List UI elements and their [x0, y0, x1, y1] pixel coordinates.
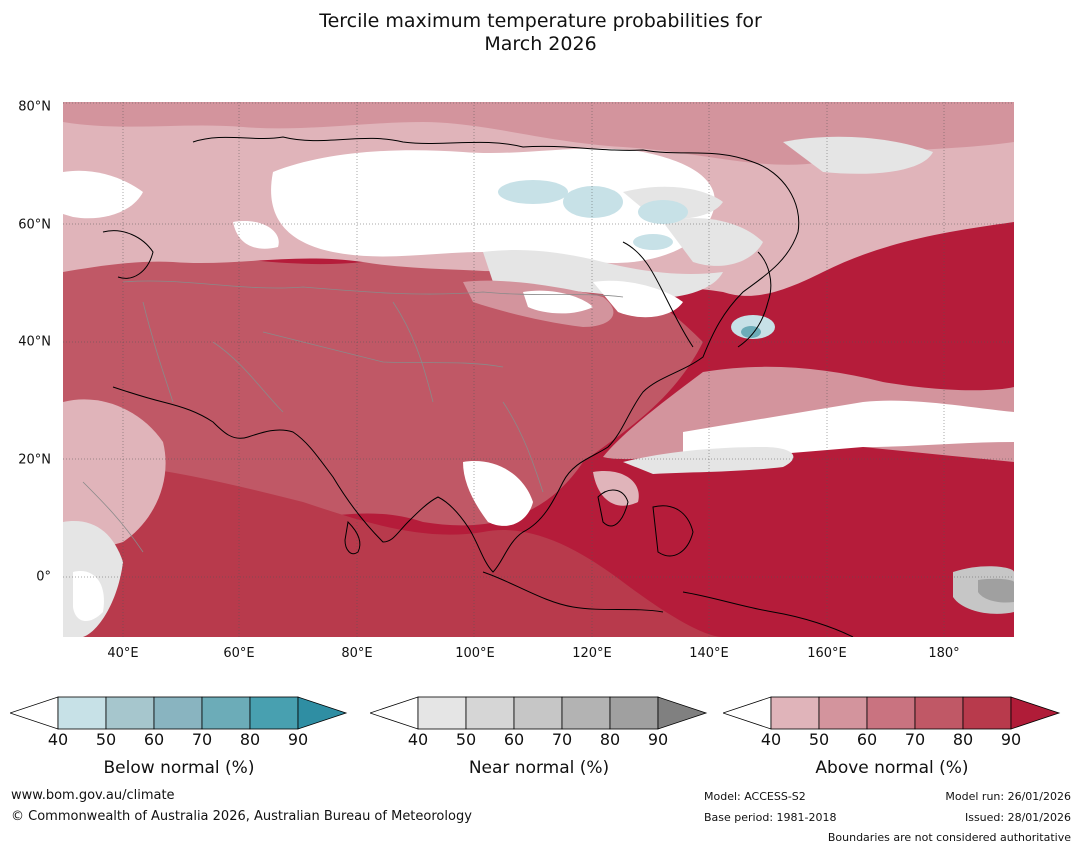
above-tick-80: 80: [952, 730, 974, 749]
copyright-text: © Commonwealth of Australia 2026, Austra…: [11, 809, 472, 824]
colorbar-swatch: [249, 696, 299, 730]
lon-label-60e: 60°E: [223, 646, 255, 661]
colorbar-swatch: [962, 696, 1012, 730]
base-period-text: Base period: 1981-2018: [704, 811, 837, 824]
colorbar-swatch: [57, 696, 107, 730]
colorbar-swatch: [465, 696, 515, 730]
near-tick-80: 80: [599, 730, 621, 749]
near-tick-90: 90: [647, 730, 669, 749]
colorbar-swatch: [561, 696, 611, 730]
below-tick-60: 60: [143, 730, 165, 749]
near-tick-40: 40: [407, 730, 429, 749]
colorbar-swatch: [657, 696, 708, 730]
below-tick-40: 40: [47, 730, 69, 749]
lat-label-60n: 60°N: [18, 217, 51, 233]
colorbar-swatch: [201, 696, 251, 730]
title-line-1: Tercile maximum temperature probabilitie…: [319, 10, 762, 32]
near-normal-title: Near normal (%): [468, 758, 610, 778]
lon-label-120e: 120°E: [572, 646, 612, 661]
disclaimer-text: Boundaries are not considered authoritat…: [827, 831, 1071, 844]
model-text: Model: ACCESS-S2: [704, 790, 806, 803]
near-tick-60: 60: [503, 730, 525, 749]
lon-label-40e: 40°E: [107, 646, 139, 661]
colorbar-above-swatches: [723, 696, 1061, 730]
below-normal-title: Below normal (%): [103, 758, 255, 778]
colorbar-swatch: [770, 696, 820, 730]
lon-label-180: 180°: [928, 646, 960, 661]
map-canvas: [63, 102, 1014, 637]
above-tick-50: 50: [808, 730, 830, 749]
issued-text: Issued: 28/01/2026: [964, 811, 1071, 824]
colorbar-swatch: [297, 696, 348, 730]
below-tick-90: 90: [287, 730, 309, 749]
above-tick-40: 40: [760, 730, 782, 749]
model-run-text: Model run: 26/01/2026: [945, 790, 1071, 803]
colorbar-below-normal: 40 50 60 70 80 90 Below normal (%): [10, 696, 348, 778]
above-tick-70: 70: [904, 730, 926, 749]
colorbar-swatch: [609, 696, 659, 730]
colorbar-swatch: [818, 696, 868, 730]
lon-label-80e: 80°E: [341, 646, 373, 661]
lon-label-140e: 140°E: [689, 646, 729, 661]
colorbar-swatch: [513, 696, 563, 730]
colorbar-swatch: [866, 696, 916, 730]
colorbar-near-swatches: [370, 696, 708, 730]
lat-label-20n: 20°N: [18, 452, 51, 468]
probability-map[interactable]: [63, 102, 1014, 637]
below-tick-70: 70: [191, 730, 213, 749]
lon-label-160e: 160°E: [807, 646, 847, 661]
lat-label-80n: 80°N: [18, 99, 51, 115]
above-tick-60: 60: [856, 730, 878, 749]
colorbar-swatch: [417, 696, 467, 730]
lon-label-100e: 100°E: [455, 646, 495, 661]
chart-title: Tercile maximum temperature probabilitie…: [0, 10, 1081, 56]
above-tick-90: 90: [1000, 730, 1022, 749]
colorbar-near-normal: 40 50 60 70 80 90 Near normal (%): [370, 696, 708, 778]
above-normal-title: Above normal (%): [815, 758, 969, 778]
colorbar-swatch: [153, 696, 203, 730]
lat-label-40n: 40°N: [18, 334, 51, 350]
lat-label-0: 0°: [36, 569, 51, 585]
below-tick-50: 50: [95, 730, 117, 749]
website-link[interactable]: www.bom.gov.au/climate: [11, 788, 175, 803]
colorbar-swatch: [105, 696, 155, 730]
near-tick-50: 50: [455, 730, 477, 749]
colorbar-swatch: [1010, 696, 1061, 730]
colorbar-below-swatches: [10, 696, 348, 730]
colorbar-above-normal: 40 50 60 70 80 90 Above normal (%): [723, 696, 1061, 778]
title-line-2: March 2026: [484, 33, 597, 55]
colorbar-swatch: [914, 696, 964, 730]
below-tick-80: 80: [239, 730, 261, 749]
near-tick-70: 70: [551, 730, 573, 749]
